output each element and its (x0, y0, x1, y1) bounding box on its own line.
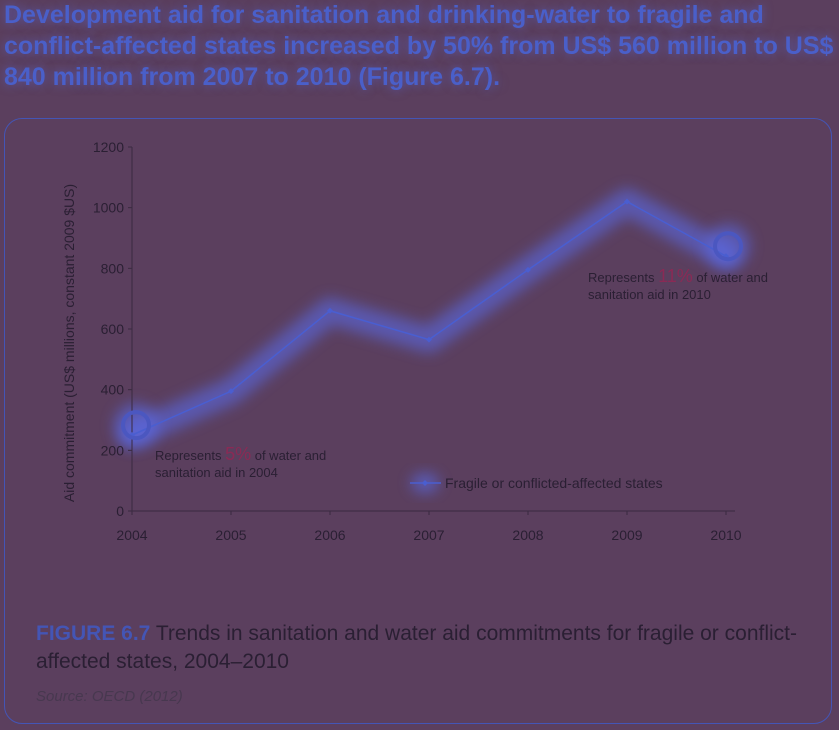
legend-marker (422, 480, 428, 486)
y-tick-label: 0 (116, 503, 124, 519)
annotation-percent: 11% (658, 266, 693, 286)
x-tick-label: 2006 (314, 527, 345, 543)
annotation-line2: sanitation aid in 2010 (588, 287, 711, 302)
x-tick-label: 2007 (413, 527, 444, 543)
x-tick-label: 2009 (611, 527, 642, 543)
y-tick-label: 1000 (93, 200, 124, 216)
y-axis-label: Aid commitment (US$ millions, constant 2… (61, 184, 77, 502)
highlight-circle (121, 410, 151, 441)
figure-label: FIGURE 6.7 (36, 622, 151, 645)
figure-caption: FIGURE 6.7 Trends in sanitation and wate… (36, 620, 816, 676)
legend-label: Fragile or conflicted-affected states (445, 475, 663, 491)
highlight-glow (114, 403, 158, 448)
x-tick-label: 2010 (710, 527, 741, 543)
source-note: Source: OECD (2012) (36, 688, 183, 705)
x-tick-label: 2005 (215, 527, 246, 543)
y-tick-label: 800 (101, 260, 125, 276)
headline: Development aid for sanitation and drink… (4, 1, 834, 91)
series-glow (119, 188, 739, 449)
annotation-suffix: of water and (251, 448, 326, 463)
annotation-line2: sanitation aid in 2004 (155, 465, 278, 480)
highlight-glow (706, 224, 750, 269)
data-point (624, 198, 630, 205)
annotation-suffix: of water and (693, 270, 768, 285)
figure-caption-text: Trends in sanitation and water aid commi… (36, 622, 797, 673)
data-point (327, 307, 333, 314)
data-point (228, 388, 234, 395)
annotation-percent: 5% (225, 444, 251, 464)
annotation-prefix: Represents (588, 270, 658, 285)
data-point (426, 336, 432, 343)
x-tick-label: 2008 (512, 527, 543, 543)
y-tick-label: 1200 (93, 139, 124, 155)
annotation-line1: Represents 11% of water and (588, 266, 768, 286)
y-tick-label: 200 (101, 442, 125, 458)
data-point (525, 266, 531, 273)
y-tick-label: 400 (101, 382, 125, 398)
highlight-circle (713, 231, 743, 262)
annotation-line1: Represents 5% of water and (155, 444, 326, 464)
annotation-prefix: Represents (155, 448, 225, 463)
x-tick-label: 2004 (116, 527, 147, 543)
y-tick-label: 600 (101, 321, 125, 337)
figure-frame (4, 118, 832, 724)
